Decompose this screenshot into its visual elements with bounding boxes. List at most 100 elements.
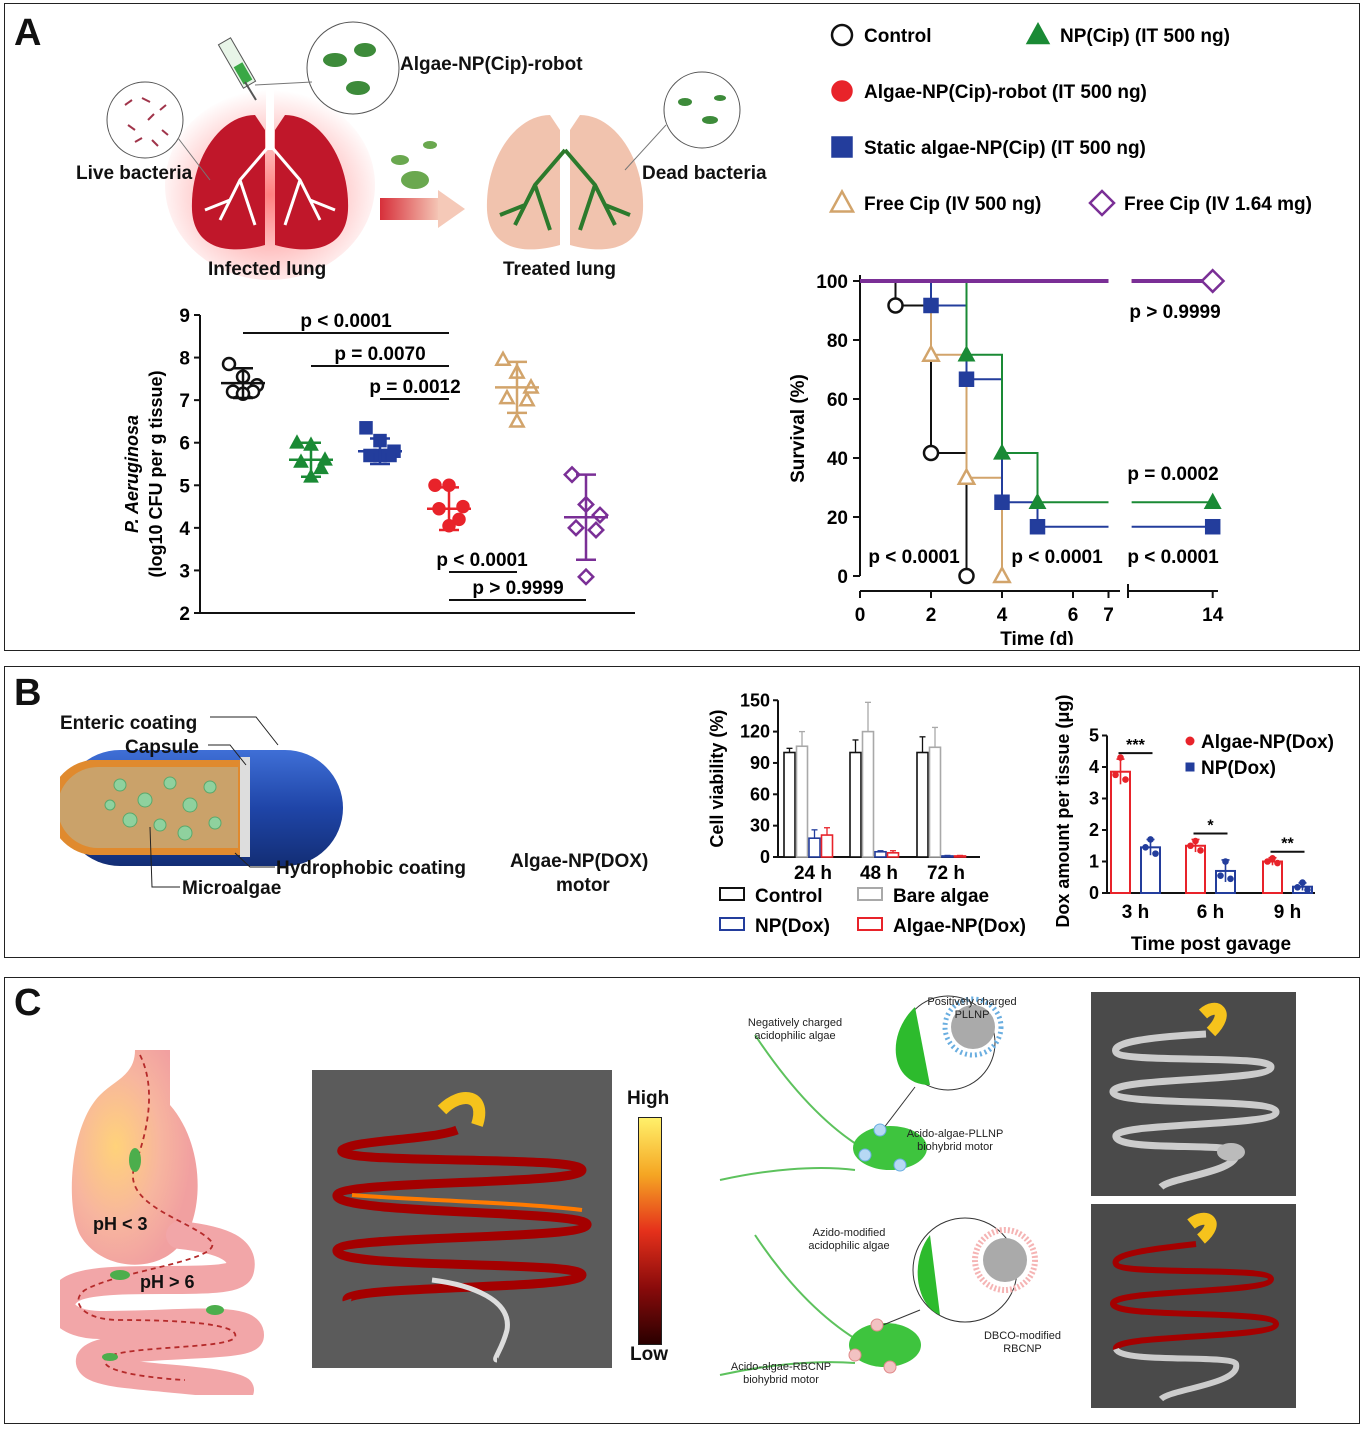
cfu-point-free_cip_iv500 bbox=[498, 388, 516, 405]
via-bar-1 bbox=[928, 746, 942, 858]
via-bar-0 bbox=[916, 751, 929, 858]
microalgae-label: Microalgae bbox=[182, 878, 282, 899]
via-y-tick-label: 90 bbox=[750, 753, 770, 773]
neg-algae-label: Negatively charged acidophilic algae bbox=[745, 1017, 845, 1043]
cfu-point-algae_robot bbox=[452, 512, 466, 527]
algae-swarm-icon bbox=[391, 141, 437, 189]
via-bar-0 bbox=[849, 751, 862, 858]
surv-x-tick-label: 0 bbox=[855, 605, 866, 626]
hydrophobic-coating-label: Hydrophobic coating bbox=[276, 858, 466, 879]
dox-x-tick-label: 9 h bbox=[1274, 902, 1301, 923]
dox-point-0 bbox=[1192, 837, 1199, 845]
infected-lung-label: Infected lung bbox=[208, 259, 327, 280]
legend-marker-free_cip_iv164 bbox=[1088, 189, 1116, 217]
dbco-rbcnp-line1: DBCO-modified bbox=[983, 1330, 1062, 1342]
surv-line-static_algae bbox=[860, 280, 1109, 528]
via-legend-label-2: NP(Dox) bbox=[755, 916, 830, 937]
ph-high-label: pH > 6 bbox=[140, 1272, 195, 1292]
via-bar-0 bbox=[783, 751, 796, 858]
acido-rbcnp-line2: biohybrid motor bbox=[743, 1374, 819, 1386]
pos-pllnp-line2: PLLNP bbox=[954, 1009, 990, 1021]
azido-algae-line1: Azido-modified bbox=[812, 1227, 886, 1239]
dox-x-tick-label: 6 h bbox=[1197, 902, 1224, 923]
panel-label-b: B bbox=[14, 672, 42, 714]
panel-c-frame bbox=[4, 977, 1360, 1424]
dox-y-tick-label: 5 bbox=[1089, 726, 1099, 746]
capsule-label: Capsule bbox=[125, 737, 199, 758]
legend-label-free_cip_iv164: Free Cip (IV 1.64 mg) bbox=[1124, 194, 1312, 215]
cfu-point-np_cip bbox=[289, 434, 305, 449]
cfu-annotation: p = 0.0070 bbox=[334, 344, 425, 365]
via-y-tick-label: 30 bbox=[750, 816, 770, 836]
surv-x-tick-label: 2 bbox=[926, 605, 937, 626]
pos-pllnp-line1: Positively charged bbox=[927, 996, 1017, 1008]
legend-marker-control bbox=[830, 23, 854, 47]
via-y-tick-label: 60 bbox=[750, 784, 770, 804]
via-y-tick-label: 0 bbox=[760, 847, 770, 867]
surv-x-tick-label: 7 bbox=[1103, 605, 1114, 626]
fluorescence-image-main bbox=[312, 1070, 612, 1368]
via-bar-1 bbox=[861, 730, 875, 858]
cfu-y-tick-label: 6 bbox=[179, 434, 190, 455]
dox-point-1 bbox=[1222, 858, 1229, 865]
legend-marker-algae_robot bbox=[831, 80, 853, 102]
cfu-point-free_cip_iv164 bbox=[591, 506, 609, 525]
acido-rbcnp-line1: Acido-algae-RBCNP bbox=[730, 1361, 832, 1373]
dead-bacteria-zoom bbox=[663, 71, 741, 149]
surv-marker-control bbox=[958, 567, 975, 585]
via-legend-label-1: Bare algae bbox=[893, 886, 989, 907]
algae-pllnp-icon bbox=[853, 1126, 927, 1170]
via-legend-label-3: Algae-NP(Dox) bbox=[893, 916, 1026, 937]
surv-x-tick-label: 6 bbox=[1068, 605, 1079, 626]
surv-line-np_cip bbox=[860, 280, 1109, 504]
via-x-tick-label: 48 h bbox=[860, 863, 898, 884]
lung-illustration bbox=[106, 21, 741, 280]
gi-tract-illustration bbox=[60, 1050, 265, 1395]
dox-legend-label-1: NP(Dox) bbox=[1201, 758, 1276, 779]
cfu-annotation: p > 0.9999 bbox=[472, 578, 563, 599]
motor-label-line1: Algae-NP(DOX) bbox=[510, 851, 649, 872]
cfu-y-tick-label: 2 bbox=[179, 604, 190, 625]
via-bar-1 bbox=[795, 745, 809, 858]
intestine-icon bbox=[60, 1221, 265, 1395]
via-legend-swatch-0 bbox=[719, 887, 745, 901]
via-bar-3 bbox=[953, 855, 967, 858]
dox-y-tick-label: 2 bbox=[1089, 820, 1099, 840]
surv-marker-free_cip_iv500 bbox=[992, 565, 1012, 584]
cfu-y-tick-label: 8 bbox=[179, 349, 190, 370]
surv-marker-np_cip bbox=[957, 345, 976, 362]
treated-lung-left-icon bbox=[486, 115, 560, 250]
dox-y-tick-label: 3 bbox=[1089, 789, 1099, 809]
via-y-tick-label: 150 bbox=[740, 690, 770, 710]
cfu-annotation: p = 0.0012 bbox=[369, 377, 460, 398]
dox-bar-0 bbox=[1110, 770, 1131, 894]
acido-pllnp-label: Acido-algae-PLLNP biohybrid motor bbox=[902, 1128, 1008, 1154]
motor-label-line2: motor bbox=[556, 875, 610, 896]
cfu-point-free_cip_iv500 bbox=[508, 411, 526, 428]
surv-y-tick-label: 40 bbox=[827, 449, 848, 470]
legend-label-np_cip: NP(Cip) (IT 500 ng) bbox=[1060, 26, 1230, 47]
dox-y-tick-label: 1 bbox=[1089, 852, 1099, 872]
surv-y-tick-label: 0 bbox=[837, 567, 848, 588]
surv-annotation: p < 0.0001 bbox=[1127, 547, 1219, 568]
dead-bacteria-label: Dead bacteria bbox=[642, 163, 767, 184]
legend-label-free_cip_iv500: Free Cip (IV 500 ng) bbox=[864, 194, 1041, 215]
dox-point-0 bbox=[1112, 771, 1119, 779]
surv-y-tick-label: 20 bbox=[827, 508, 848, 529]
dox-x-tick-label: 3 h bbox=[1122, 902, 1149, 923]
dox-point-0 bbox=[1117, 754, 1124, 761]
via-bar-2 bbox=[941, 855, 954, 858]
cfu-point-algae_robot bbox=[428, 478, 442, 493]
fluorescence-image-bottom bbox=[1091, 1204, 1296, 1408]
surv-y-tick-label: 60 bbox=[827, 390, 848, 411]
dox-point-0 bbox=[1187, 842, 1194, 850]
dox-y-label: Dox amount per tissue (μg) bbox=[1053, 695, 1073, 928]
algae-robot-zoom bbox=[306, 21, 400, 115]
surv-marker-static_algae bbox=[1204, 518, 1221, 535]
infected-lung-right-icon bbox=[275, 115, 349, 250]
cfu-y-tick-label: 4 bbox=[179, 519, 190, 540]
pos-pllnp-label: Positively charged PLLNP bbox=[922, 996, 1022, 1022]
surv-marker-np_cip bbox=[1203, 492, 1222, 509]
cfu-scatter-chart: 2 3 4 5 6 7 8 9 P. Aeruginosa (log10 CFU per g ti… bbox=[122, 306, 635, 625]
cfu-annotation: p < 0.0001 bbox=[300, 311, 392, 332]
